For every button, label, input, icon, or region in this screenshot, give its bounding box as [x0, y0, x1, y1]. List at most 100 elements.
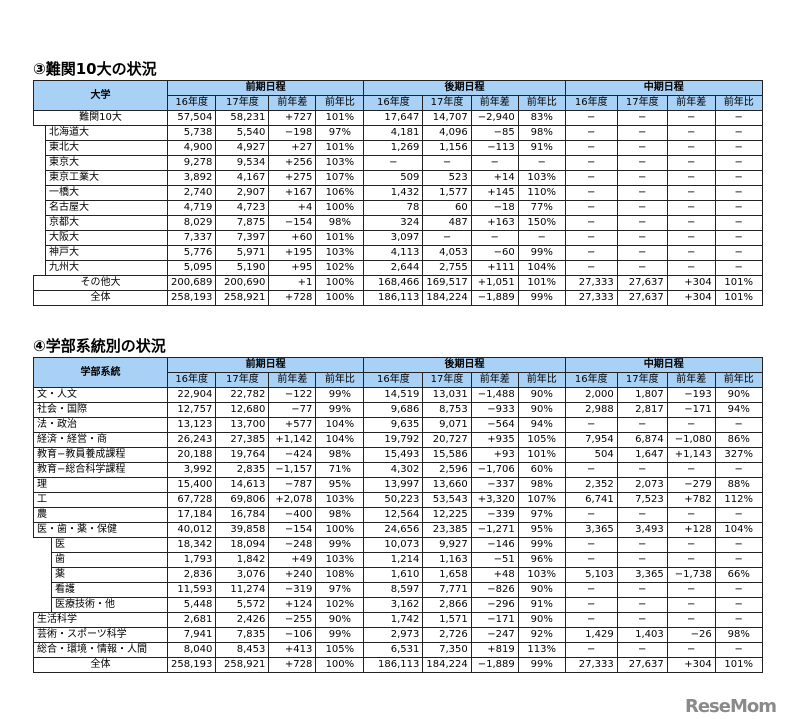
period-header: 中期日程	[564, 80, 763, 96]
data-cell: 99%	[315, 627, 365, 643]
period-header: 後期日程	[363, 80, 566, 96]
table-row: 歯 1,793 1,842 +49 103% 1,214 1,163 −51 96% − − − −	[33, 552, 763, 568]
data-cell: 110%	[517, 185, 566, 201]
data-cell: −	[564, 462, 618, 478]
data-cell: 104%	[714, 522, 763, 538]
table-row: 医・歯・薬・保健 40,012 39,858 −154 100% 24,656 23,385…	[33, 522, 763, 538]
data-cell: 78	[363, 200, 424, 216]
period-header: 中期日程	[564, 357, 763, 373]
data-cell: 100%	[315, 275, 365, 291]
table-row: 神戸大 5,776 5,971 +195 103% 4,113 4,053 −60 99% − − −…	[33, 245, 763, 261]
table-row: 法・政治 13,123 13,700 +577 104% 9,635 9,071 −564 94…	[33, 417, 763, 433]
data-cell: −319	[268, 582, 317, 598]
data-cell: −	[616, 215, 668, 231]
data-cell: −247	[470, 627, 519, 643]
table-row: 京都大 8,029 7,875 −154 98% 324 487 +163 150% − − − −	[33, 215, 763, 231]
data-cell: 26,243	[166, 432, 217, 448]
data-cell: −60	[470, 245, 519, 261]
table-row: 東京工業大 3,892 4,167 +275 107% 509 523 +14 103% − − − −	[33, 170, 763, 186]
data-cell: 7,954	[564, 432, 618, 448]
row-label: 理	[33, 477, 168, 493]
data-cell: +2,078	[268, 492, 317, 508]
data-cell: +1,142	[268, 432, 317, 448]
data-cell: 101%	[714, 275, 763, 291]
data-cell: +304	[666, 275, 716, 291]
data-cell: −	[517, 155, 566, 171]
data-cell: +935	[470, 432, 519, 448]
data-cell: 99%	[315, 402, 365, 418]
data-cell: −787	[268, 477, 317, 493]
data-cell: 1,842	[215, 552, 270, 568]
data-cell: −400	[268, 507, 317, 523]
data-cell: 99%	[517, 537, 566, 553]
data-cell: 24,656	[363, 522, 424, 538]
data-cell: 18,342	[166, 537, 217, 553]
data-cell: 10,073	[363, 537, 424, 553]
data-cell: 101%	[714, 657, 763, 673]
data-cell: 90%	[517, 402, 566, 418]
data-cell: −	[714, 110, 763, 126]
data-cell: 2,836	[166, 567, 217, 583]
data-cell: 6,531	[363, 642, 424, 658]
table-row: 経済・経営・商 26,243 27,385 +1,142 104% 19,792 20,72…	[33, 432, 763, 448]
row-label: 教育−総合科学課程	[33, 462, 168, 478]
table-row: 教育−総合科学課程 3,992 2,835 −1,157 71% 4,302 2,596 −1…	[33, 462, 763, 478]
data-cell: +240	[268, 567, 317, 583]
data-cell: 7,397	[215, 230, 270, 246]
data-cell: −	[714, 185, 763, 201]
data-cell: −	[714, 170, 763, 186]
data-cell: 9,927	[422, 537, 472, 553]
data-cell: 67,728	[166, 492, 217, 508]
resemom-watermark-logo: ReseMom	[684, 696, 777, 717]
data-cell: 112%	[714, 492, 763, 508]
data-cell: 4,113	[363, 245, 424, 261]
data-cell: 101%	[714, 290, 763, 306]
data-cell: 88%	[714, 477, 763, 493]
data-cell: 258,193	[166, 290, 217, 306]
row-label: その他大	[33, 275, 168, 291]
data-cell: 184,224	[422, 657, 472, 673]
data-cell: −	[666, 642, 716, 658]
data-cell: 17,647	[363, 110, 424, 126]
data-cell: 66%	[714, 567, 763, 583]
data-cell: 14,613	[215, 477, 270, 493]
data-cell: 2,907	[215, 185, 270, 201]
data-cell: 4,927	[215, 140, 270, 156]
data-cell: 15,400	[166, 477, 217, 493]
data-cell: −	[616, 462, 668, 478]
data-cell: 94%	[517, 417, 566, 433]
data-cell: 4,302	[363, 462, 424, 478]
data-cell: +1,143	[666, 447, 716, 463]
data-cell: −	[666, 260, 716, 276]
data-cell: 258,921	[215, 290, 270, 306]
data-cell: −	[714, 462, 763, 478]
data-cell: 7,350	[422, 642, 472, 658]
data-cell: −171	[470, 612, 519, 628]
data-cell: −	[666, 200, 716, 216]
data-cell: −	[564, 612, 618, 628]
data-cell: −	[564, 417, 618, 433]
indent-cell	[33, 125, 46, 141]
data-cell: 8,453	[215, 642, 270, 658]
data-cell: 504	[564, 447, 618, 463]
data-cell: −	[564, 642, 618, 658]
data-cell: −	[422, 230, 472, 246]
data-cell: 1,658	[422, 567, 472, 583]
data-cell: 186,113	[363, 290, 424, 306]
data-cell: −	[564, 597, 618, 613]
data-cell: 1,429	[564, 627, 618, 643]
data-cell: 11,593	[166, 582, 217, 598]
data-cell: 13,997	[363, 477, 424, 493]
column-header: 17年度	[616, 372, 668, 388]
data-cell: −	[470, 155, 519, 171]
data-cell: −	[564, 155, 618, 171]
header-row-periods: 学部系統 前期日程 後期日程 中期日程	[33, 357, 763, 388]
data-cell: −	[714, 215, 763, 231]
data-cell: 103%	[517, 567, 566, 583]
data-cell: 60	[422, 200, 472, 216]
data-cell: 13,123	[166, 417, 217, 433]
data-cell: +195	[268, 245, 317, 261]
data-cell: 7,337	[166, 230, 217, 246]
data-cell: +728	[268, 657, 317, 673]
table-row: 理 15,400 14,613 −787 95% 13,997 13,660 −337 98% 2…	[33, 477, 763, 493]
